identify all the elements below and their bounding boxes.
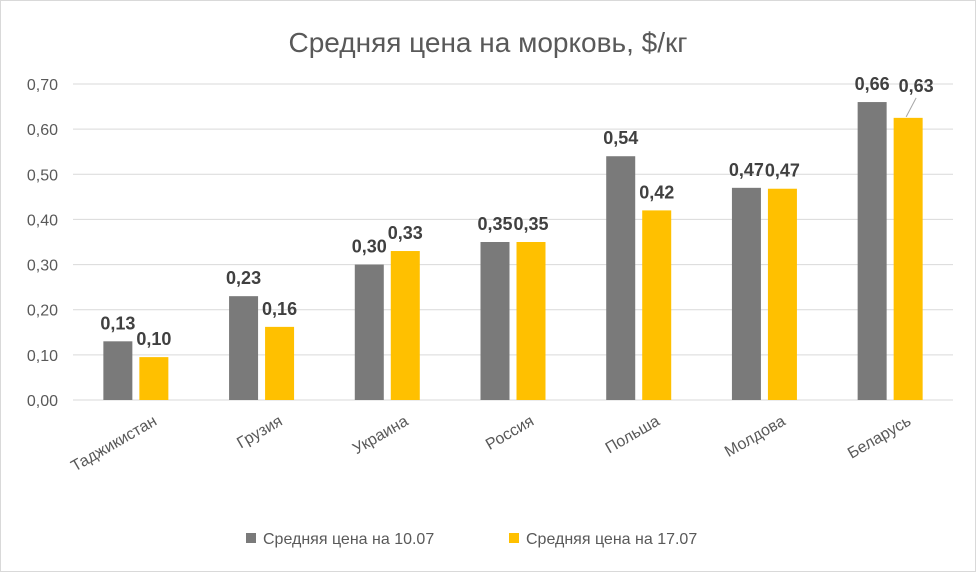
y-tick-label: 0,40 xyxy=(27,212,58,229)
x-tick-label: Грузия xyxy=(234,413,285,452)
y-tick-label: 0,60 xyxy=(27,122,58,139)
data-label: 0,16 xyxy=(262,299,297,319)
bar xyxy=(390,251,420,400)
y-tick-label: 0,10 xyxy=(27,348,58,365)
y-tick-label: 0,20 xyxy=(27,303,58,320)
bar xyxy=(731,187,761,400)
bar xyxy=(103,341,133,400)
bar xyxy=(480,242,510,400)
data-label: 0,54 xyxy=(603,128,638,148)
x-tick-label: Беларусь xyxy=(845,413,914,463)
data-label: 0,33 xyxy=(388,223,423,243)
legend-swatch xyxy=(246,533,256,543)
leader-line xyxy=(905,97,917,118)
bar xyxy=(857,102,887,401)
bar xyxy=(893,117,923,400)
x-tick-label: Молдова xyxy=(722,413,788,461)
x-tick-label: Украина xyxy=(350,413,411,458)
data-label: 0,63 xyxy=(899,76,934,96)
data-label: 0,13 xyxy=(100,313,135,333)
y-tick-label: 0,30 xyxy=(27,258,58,275)
bar xyxy=(229,296,259,400)
data-label: 0,47 xyxy=(729,160,764,180)
data-label: 0,47 xyxy=(765,161,800,181)
y-tick-label: 0,70 xyxy=(27,77,58,94)
chart-title: Средняя цена на морковь, $/кг xyxy=(289,27,688,58)
legend-label: Средняя цена на 17.07 xyxy=(526,531,697,548)
data-label: 0,66 xyxy=(855,74,890,94)
bar xyxy=(642,210,672,400)
data-label: 0,35 xyxy=(477,214,512,234)
legend-label: Средняя цена на 10.07 xyxy=(263,531,434,548)
data-label: 0,10 xyxy=(136,329,171,349)
bar xyxy=(265,326,295,400)
bar xyxy=(139,357,169,400)
bar xyxy=(767,188,797,400)
bar xyxy=(354,264,384,400)
y-tick-label: 0,00 xyxy=(27,393,58,410)
legend-swatch xyxy=(509,533,519,543)
x-tick-label: Таджикистан xyxy=(68,413,159,476)
data-label: 0,30 xyxy=(352,237,387,257)
data-label: 0,35 xyxy=(513,214,548,234)
data-label: 0,23 xyxy=(226,268,261,288)
bar xyxy=(606,156,636,400)
y-tick-label: 0,50 xyxy=(27,167,58,184)
x-tick-label: Россия xyxy=(483,413,537,454)
bar xyxy=(516,242,546,400)
x-tick-label: Польша xyxy=(603,413,663,457)
data-label: 0,42 xyxy=(639,182,674,202)
